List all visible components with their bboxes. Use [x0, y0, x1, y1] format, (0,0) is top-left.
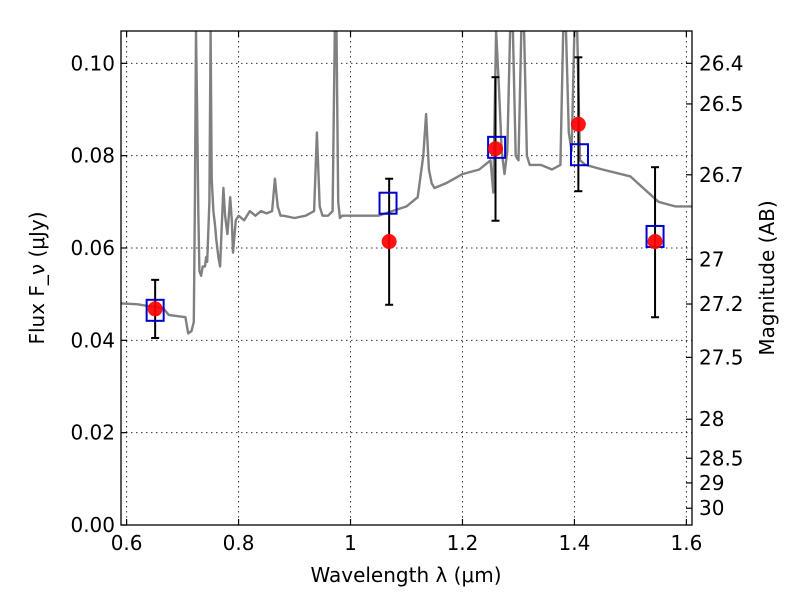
- y-tick-label: 0.06: [70, 236, 115, 260]
- model-flux-square: [487, 135, 507, 159]
- model-flux-square: [145, 298, 165, 322]
- magnitude-tick-label: 29: [699, 471, 724, 495]
- x-tick-label: 0.8: [223, 531, 255, 555]
- x-tick-label: 1: [344, 531, 357, 555]
- y-tick-label: 0.08: [70, 144, 115, 168]
- magnitude-tick-label: 27.2: [699, 292, 744, 316]
- y-tick-label: 0.02: [70, 421, 115, 445]
- model-flux-square: [378, 191, 398, 215]
- plot-frame: [120, 30, 693, 526]
- magnitude-tick-label: 28.5: [699, 446, 744, 470]
- magnitude-tick-label: 26.5: [699, 92, 744, 116]
- magnitude-tick-label: 28: [699, 407, 724, 431]
- magnitude-tick-label: 27: [699, 247, 724, 271]
- x-tick-label: 1.4: [559, 531, 591, 555]
- magnitude-tick-label: 30: [699, 496, 724, 520]
- photometry-points-layer: [145, 56, 665, 340]
- axis-ticks: 0.6 0.8 1 1.2 1.4 1.6 0.00 0.02 0.04 0.06 0.08 0.10…: [70, 31, 744, 555]
- y-tick-label: 0.04: [70, 328, 115, 352]
- y-axis-title: Flux F_ν (μJy): [25, 211, 49, 344]
- model-flux-square: [569, 143, 589, 167]
- magnitude-tick-label: 27.5: [699, 345, 744, 369]
- y-tick-label: 0.00: [70, 513, 115, 537]
- magnitude-axis-title: Magnitude (AB): [755, 200, 779, 355]
- observed-flux-point: [147, 301, 163, 317]
- y-tick-label: 0.10: [70, 51, 115, 75]
- x-tick-label: 0.6: [111, 531, 143, 555]
- model-spectrum-line: [121, 31, 692, 335]
- observed-flux-point: [647, 234, 663, 250]
- grid-lines: [121, 31, 692, 525]
- x-tick-label: 1.2: [447, 531, 479, 555]
- observed-flux-point: [381, 234, 397, 250]
- magnitude-tick-label: 26.7: [699, 163, 744, 187]
- magnitude-tick-label: 26.4: [699, 51, 744, 75]
- x-axis-title: Wavelength λ (μm): [310, 563, 501, 587]
- observed-flux-point: [570, 116, 586, 132]
- model-spectrum-layer: [121, 31, 692, 335]
- x-tick-label: 1.6: [670, 531, 702, 555]
- observed-flux-point: [488, 141, 504, 157]
